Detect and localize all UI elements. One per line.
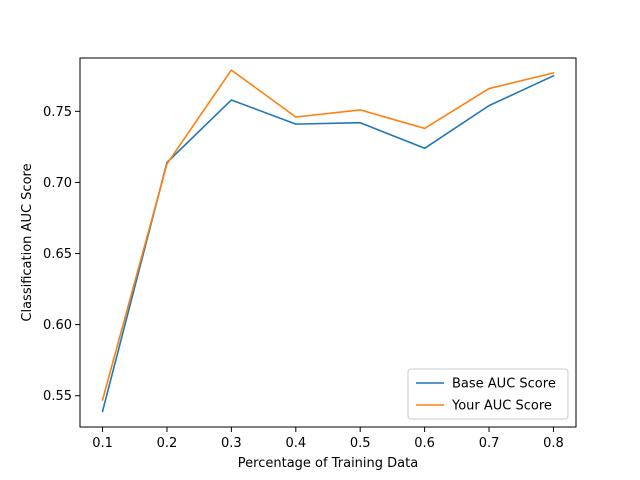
x-axis: 0.1 0.2 0.3 0.4 0.5 0.6 0.7 0.8 <box>92 427 564 451</box>
series-line-base-auc <box>101 74 555 413</box>
x-tick-label: 0.1 <box>92 436 113 451</box>
y-tick-label: 0.65 <box>43 247 72 262</box>
x-tick-label: 0.2 <box>157 436 178 451</box>
legend: Base AUC Score Your AUC Score <box>407 368 569 420</box>
y-tick-label: 0.70 <box>43 176 72 191</box>
y-axis-label: Classification AUC Score <box>20 163 35 321</box>
plot-frame <box>79 57 577 428</box>
x-axis-label: Percentage of Training Data <box>238 456 418 471</box>
y-axis: 0.55 0.60 0.65 0.70 0.75 <box>43 105 80 404</box>
x-tick-label: 0.5 <box>350 436 371 451</box>
plot-area <box>101 69 555 413</box>
y-tick-label: 0.75 <box>43 105 72 120</box>
x-tick-label: 0.3 <box>221 436 242 451</box>
legend-box <box>407 368 569 420</box>
series-line-your-auc <box>101 69 555 401</box>
x-tick-label: 0.7 <box>479 436 500 451</box>
x-tick-label: 0.6 <box>414 436 435 451</box>
x-tick-label: 0.4 <box>285 436 306 451</box>
legend-entry: Your AUC Score <box>451 399 552 414</box>
legend-entry: Base AUC Score <box>452 377 556 392</box>
x-tick-label: 0.8 <box>543 436 564 451</box>
y-tick-label: 0.60 <box>43 318 72 333</box>
y-tick-label: 0.55 <box>43 389 72 404</box>
